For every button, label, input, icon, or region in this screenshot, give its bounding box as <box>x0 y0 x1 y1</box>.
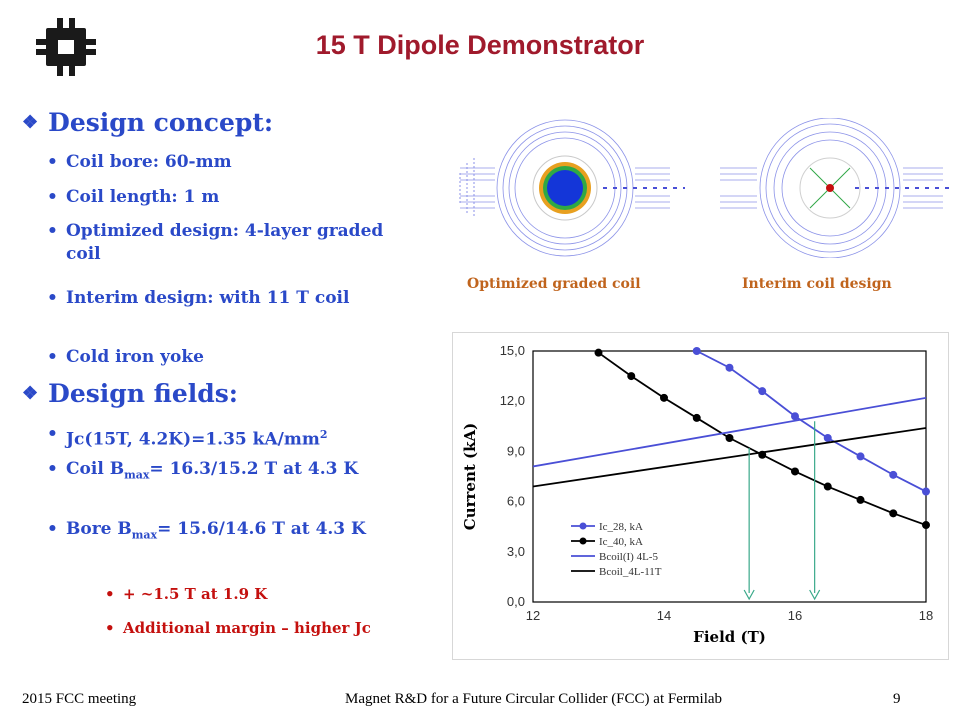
data-point <box>889 509 898 518</box>
annotation-arrowhead <box>743 589 755 601</box>
y-tick-label: 3,0 <box>507 544 525 559</box>
data-point <box>791 467 799 476</box>
page-number: 9 <box>893 691 901 707</box>
y-tick-label: 15,0 <box>500 343 525 358</box>
list-subitem: • + ~1.5 T at 1.9 K <box>105 585 268 603</box>
plot-frame <box>532 350 927 603</box>
diamond-bullet-icon: ❖ <box>22 112 39 133</box>
footer-left: 2015 FCC meeting <box>22 691 137 707</box>
list-item: • Cold iron yoke <box>47 347 204 367</box>
section-design-concept: ❖ Design concept: <box>22 108 273 137</box>
data-point <box>725 363 734 372</box>
footer-center: Magnet R&D for a Future Circular Collide… <box>345 691 723 707</box>
diamond-bullet-icon: ❖ <box>22 383 39 404</box>
data-point <box>922 521 930 530</box>
data-point <box>692 347 701 355</box>
y-tick-label: 12,0 <box>500 393 525 408</box>
y-tick-label: 0,0 <box>507 594 525 609</box>
list-item: • Coil Bmax= 16.3/15.2 T at 4.3 K <box>47 459 359 482</box>
section-design-fields: ❖ Design fields: <box>22 379 238 408</box>
data-point <box>791 412 799 421</box>
optimized-coil-image <box>459 119 685 257</box>
legend-label: Ic_40, kA <box>599 536 643 548</box>
data-point <box>856 495 865 504</box>
data-point <box>627 372 636 381</box>
data-point <box>823 434 832 443</box>
image-caption: Optimized graded coil <box>467 276 641 292</box>
legend-label: Bcoil_4L-11T <box>599 566 662 578</box>
current-vs-field-chart: 0,0 3,0 6,0 9,0 12,0 15,0 12 14 16 18 Field (T) Cur… <box>452 332 949 660</box>
y-tick-label: 9,0 <box>507 443 525 458</box>
list-item: • Bore Bmax= 15.6/14.6 T at 4.3 K <box>47 519 366 542</box>
data-point <box>889 470 898 479</box>
list-item: • Interim design: with 11 T coil <box>47 288 350 308</box>
data-point <box>922 487 930 496</box>
list-item: • Jc(15T, 4.2K)=1.35 kA/mm2 <box>47 424 328 450</box>
legend-label: Bcoil(I) 4L-5 <box>599 551 658 563</box>
data-point <box>692 413 701 422</box>
series-line <box>533 396 926 468</box>
slide-title: 15 T Dipole Demonstrator <box>315 30 645 60</box>
data-point <box>758 387 767 396</box>
x-tick-label: 12 <box>526 608 540 623</box>
list-subitem: • Additional margin – higher Jc <box>105 619 371 637</box>
list-item: • Coil bore: 60-mm <box>47 152 232 172</box>
data-point <box>856 452 865 461</box>
list-item: • Coil length: 1 m <box>47 187 220 207</box>
section-heading: Design fields: <box>48 379 239 408</box>
data-point <box>594 348 603 357</box>
x-tick-label: 14 <box>657 608 671 623</box>
annotation-arrowhead <box>809 589 821 601</box>
y-tick-label: 6,0 <box>507 494 525 509</box>
chart-svg: 0,0 3,0 6,0 9,0 12,0 15,0 12 14 16 18 Field (T) Cur… <box>461 343 933 646</box>
data-point <box>725 434 734 443</box>
y-axis-label: Current (kA) <box>461 423 479 530</box>
x-tick-label: 18 <box>919 608 933 623</box>
legend-label: Ic_28, kA <box>599 521 643 533</box>
interim-coil-image <box>720 118 953 258</box>
image-caption: Interim coil design <box>742 276 892 292</box>
data-point <box>823 482 832 491</box>
series-line <box>533 427 926 488</box>
section-heading: Design concept: <box>48 108 274 137</box>
x-tick-label: 16 <box>788 608 802 623</box>
legend-marker <box>579 522 587 530</box>
series-line <box>696 351 926 493</box>
x-axis-label: Field (T) <box>693 628 766 646</box>
fermilab-logo-icon <box>36 18 96 76</box>
list-item: • Optimized design: 4-layer graded coil <box>47 221 384 264</box>
series-line <box>597 351 926 526</box>
data-point <box>660 393 668 402</box>
legend-marker <box>579 537 587 545</box>
